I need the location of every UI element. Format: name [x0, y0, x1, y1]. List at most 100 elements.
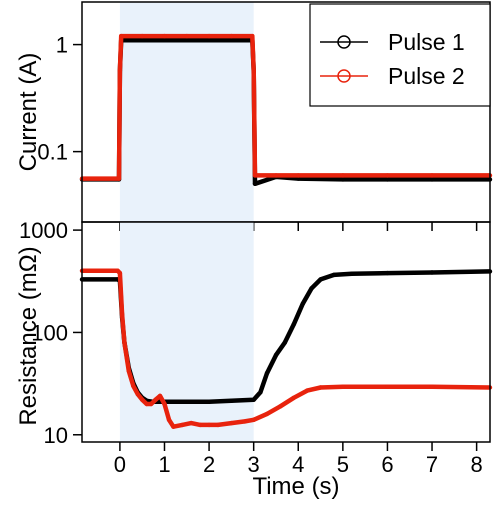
- legend-label-pulse-2: Pulse 2: [388, 63, 465, 89]
- bottom-series-pulse-1-point: [206, 399, 212, 404]
- bottom-series-pulse-2-point: [148, 401, 154, 407]
- bottom-series-pulse-2-point: [131, 383, 136, 389]
- bottom-xtick-label: 2: [203, 452, 215, 477]
- bottom-plot-frame: [81, 221, 491, 443]
- top-ytick-label: 0.1: [37, 140, 68, 165]
- top-series-pulse-1-point: [340, 177, 346, 182]
- bottom-series-pulse-1-point: [318, 277, 323, 282]
- top-series-pulse-1-point: [385, 177, 390, 182]
- top-series-pulse-2-point: [250, 33, 255, 39]
- top-series-pulse-2-point: [273, 173, 279, 178]
- legend-marker-pulse-2: [337, 69, 351, 83]
- top-series-pulse-2-point: [229, 33, 234, 39]
- bottom-y-axis-label: Resistance (mΩ): [15, 246, 42, 425]
- bottom-series-pulse-1-point: [273, 352, 279, 358]
- bottom-series-pulse-1-point: [184, 399, 189, 404]
- bottom-series-pulse-2-point: [215, 422, 221, 428]
- legend-box: [309, 3, 491, 107]
- bottom-xticks: 0 1 2 3 4 5 6 7 8: [114, 442, 483, 477]
- bottom-series-pulse-1-point: [264, 371, 270, 376]
- bottom-xtick-label: 1: [158, 452, 170, 477]
- top-y-axis-label: Current (A): [15, 53, 42, 172]
- top-series-pulse-2-point: [140, 33, 145, 39]
- top-series-pulse-1-point: [206, 38, 212, 43]
- top-series-pulse-2-point: [162, 33, 167, 39]
- bottom-series-pulse-2-point: [251, 417, 256, 422]
- top-series-pulse-1-point: [229, 38, 234, 43]
- top-series-pulse-1-point: [429, 177, 435, 182]
- bottom-series-pulse-2-point: [198, 422, 203, 428]
- bottom-xtick-label: 5: [337, 452, 349, 477]
- top-series-pulse-2-point: [252, 173, 258, 178]
- bottom-series-pulse-2-point: [340, 384, 346, 389]
- top-series-pulse-2-point: [251, 68, 256, 73]
- bottom-series-pulse-1-point: [331, 272, 337, 278]
- bottom-series-pulse-2-point: [135, 391, 140, 397]
- bottom-series-pulse-1-point: [385, 270, 390, 276]
- bottom-series-pulse-2-point: [153, 397, 158, 402]
- bottom-series-pulse-2-point: [242, 419, 247, 424]
- bottom-series-pulse-1-point: [251, 397, 256, 402]
- top-series-pulse-2-point: [116, 176, 122, 181]
- bottom-series-pulse-2-point: [157, 393, 163, 399]
- bottom-series-pulse-2-point: [180, 422, 185, 428]
- legend: Pulse 1 Pulse 2: [309, 3, 491, 107]
- bottom-xtick-label: 4: [292, 452, 304, 477]
- bottom-series-pulse-1-point: [309, 286, 314, 291]
- bottom-xtick-label: 0: [114, 452, 126, 477]
- bottom-shaded-region: [119, 222, 254, 442]
- bottom-series-pulse-1-point: [229, 398, 234, 403]
- bottom-series-pulse-2-point: [144, 401, 149, 407]
- bottom-series-pulse-2-point: [385, 384, 390, 389]
- bottom-series-pulse-2-point: [189, 420, 194, 426]
- top-series-pulse-2-point: [184, 33, 189, 39]
- bottom-series-pulse-1-point: [300, 301, 305, 307]
- bottom-series-pulse-2-point: [206, 422, 212, 428]
- bottom-series-pulse-2-point: [166, 417, 172, 422]
- top-series-pulse-2-point: [296, 173, 301, 178]
- bottom-ytick-label: 100: [31, 320, 68, 345]
- bottom-series-pulse-2-point: [119, 312, 125, 317]
- legend-label-pulse-1: Pulse 1: [388, 29, 465, 55]
- top-series-pulse-2-point: [206, 33, 212, 39]
- top-series-pulse-1-point: [184, 38, 189, 43]
- top-series-pulse-1-point: [140, 38, 145, 43]
- bottom-series-pulse-2-point: [264, 411, 270, 417]
- bottom-series-pulse-1-point: [429, 270, 435, 275]
- top-series-pulse-2-point: [340, 173, 346, 178]
- bottom-ytick-label: 10: [44, 423, 68, 448]
- legend-marker-pulse-1: [337, 35, 351, 49]
- top-series-pulse-2-point: [385, 173, 390, 178]
- top-series-pulse-2-point: [117, 68, 123, 73]
- bottom-series-pulse-2-point: [140, 397, 145, 402]
- bottom-series-pulse-1-point: [349, 271, 354, 276]
- bottom-series-pulse-2-point: [429, 384, 435, 389]
- top-panel: 10.1 Current (A) Pulse 1 Pulse 2: [15, 1, 493, 231]
- bottom-series-pulse-2-point: [229, 420, 234, 426]
- bottom-series-pulse-1-point: [258, 390, 263, 395]
- bottom-series-pulse-1-point: [291, 322, 296, 327]
- top-yticks: 10.1: [37, 33, 82, 165]
- top-series-pulse-1-point: [252, 181, 258, 186]
- bottom-xtick-label: 8: [470, 452, 482, 477]
- bottom-yticks: 1000 100 10: [19, 218, 82, 448]
- bottom-xtick-label: 3: [248, 452, 260, 477]
- top-series-pulse-2-point: [429, 173, 435, 178]
- bottom-series-pulse-2-point: [278, 404, 283, 409]
- bottom-series-pulse-1-point: [282, 340, 288, 345]
- bottom-series-pulse-2-point: [305, 388, 310, 393]
- bottom-series-pulse-2-point: [117, 270, 123, 276]
- bottom-series-pulse-2-point: [291, 395, 296, 400]
- bottom-series-pulse-2-point: [126, 368, 131, 374]
- top-series-pulse-2-point: [119, 33, 124, 39]
- bottom-series-pulse-2-point: [162, 401, 167, 407]
- bottom-xtick-label: 7: [426, 452, 438, 477]
- top-series-pulse-1-point: [162, 38, 167, 43]
- x-axis-label: Time (s): [252, 473, 339, 500]
- bottom-series-pulse-2-point: [171, 424, 176, 429]
- bottom-panel: 1000 100 10 0 1 2 3 4 5 6 7 8 Resistance (mΩ) Time…: [15, 218, 493, 500]
- top-series-pulse-2-line: [82, 33, 490, 181]
- bottom-series-pulse-2-point: [318, 385, 323, 390]
- bottom-ytick-label: 1000: [19, 218, 68, 243]
